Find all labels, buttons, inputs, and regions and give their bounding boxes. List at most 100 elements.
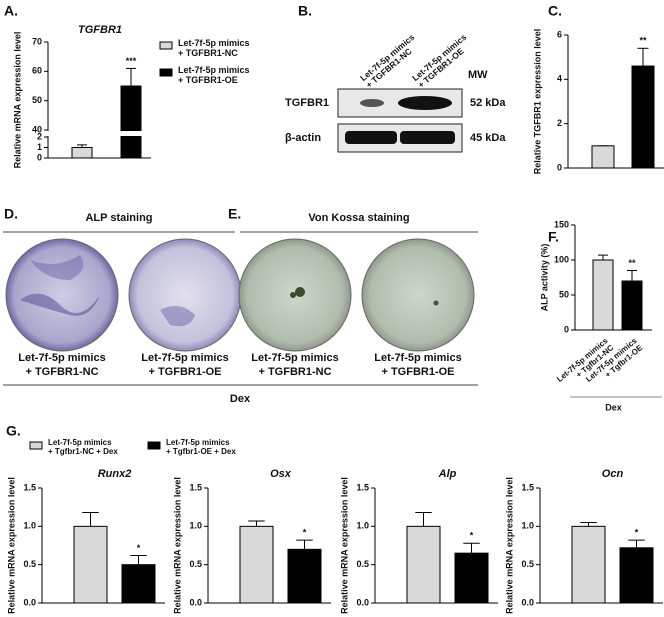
bar [619, 547, 654, 604]
well-label: Let-7f-5p mimics + TGFBR1-OE [141, 352, 228, 378]
legend-label: Let-7f-5p mimics + Tgfbr1-NC + Dex [48, 438, 118, 456]
y-tick-label: 50 [559, 289, 569, 299]
well-label: Let-7f-5p mimics + TGFBR1-NC [18, 352, 105, 378]
significance: *** [126, 56, 137, 66]
stain [290, 292, 296, 298]
legend-label-line: Let-7f-5p mimics [178, 38, 250, 48]
y-tick-label: 50 [32, 95, 42, 105]
group-label: Dex [605, 402, 622, 412]
bar [120, 85, 142, 159]
legend-label: Let-7f-5p mimics + Tgfbr1-OE + Dex [166, 438, 236, 456]
lane-label: Let-7f-5p mimics+ TGFBR1-NC [358, 32, 422, 90]
stain [30, 255, 84, 280]
mw-label: 45 kDa [470, 132, 506, 144]
legend-label-line: + Tgfbr1-OE + Dex [166, 447, 236, 456]
y-tick-label: 0.0 [356, 597, 369, 607]
y-tick-label: 0.5 [356, 559, 369, 569]
y-tick-label: 1.5 [189, 482, 202, 492]
y-axis-label: Relative mRNA expression level [6, 477, 16, 614]
bar [239, 525, 274, 604]
panel-label: E. [228, 206, 241, 222]
bar [454, 552, 489, 604]
panel-title: ALP staining [85, 212, 152, 224]
panel-label: A. [4, 3, 18, 19]
well [5, 238, 119, 352]
y-tick-label: 1 [37, 142, 42, 152]
protein-label: β-actin [285, 132, 321, 144]
band [398, 96, 452, 110]
mw-label: 52 kDa [470, 97, 506, 109]
panel-label: C. [548, 3, 562, 19]
well-label-line: + TGFBR1-NC [25, 366, 98, 378]
y-tick-label: 1.5 [356, 482, 369, 492]
panel-label: G. [6, 423, 21, 439]
chart-title: Osx [270, 468, 292, 480]
panel-label: B. [298, 3, 312, 19]
legend-label: Let-7f-5p mimics + TGFBR1-OE [178, 65, 250, 85]
legend-label-line: Let-7f-5p mimics [166, 438, 230, 447]
chart-title: Ocn [602, 468, 624, 480]
y-tick-label: 6 [557, 29, 562, 39]
well-label: Let-7f-5p mimics + TGFBR1-OE [374, 352, 461, 378]
bar [121, 564, 156, 604]
y-axis-label: Relative mRNA expression level [504, 477, 514, 614]
legend-label-line: Let-7f-5p mimics [178, 65, 250, 75]
legend-label-line: + Tgfbr1-NC + Dex [48, 447, 118, 456]
legend-label-line: + TGFBR1-NC [178, 48, 238, 58]
bar [571, 525, 606, 604]
legend-label-line: Let-7f-5p mimics [48, 438, 112, 447]
significance: * [635, 528, 639, 538]
legend-swatch [29, 441, 43, 450]
y-axis-label: Relative mRNA expression level [172, 477, 182, 614]
y-axis-label: Relative TGFBR1 expression level [532, 29, 542, 175]
y-tick-label: 0.5 [521, 559, 534, 569]
western-blot [337, 88, 463, 153]
significance: * [137, 543, 141, 553]
significance: ** [639, 36, 647, 46]
y-tick-label: 60 [32, 66, 42, 76]
well-label-line: Let-7f-5p mimics [374, 352, 461, 364]
y-tick-label: 0 [564, 324, 569, 334]
axis-break [45, 131, 153, 136]
y-tick-label: 40 [32, 124, 42, 134]
y-tick-label: 4 [557, 74, 562, 84]
significance: * [303, 528, 307, 538]
well-label-line: Let-7f-5p mimics [18, 352, 105, 364]
y-tick-label: 0.5 [189, 559, 202, 569]
well [128, 238, 242, 352]
y-tick-label: 1.0 [189, 521, 202, 531]
y-tick-label: 1.0 [23, 521, 36, 531]
y-tick-label: 1.5 [521, 482, 534, 492]
stain [433, 300, 439, 306]
legend-label: Let-7f-5p mimics + TGFBR1-NC [178, 38, 250, 58]
lane-label: Let-7f-5p mimics+ TGFBR1-OE [410, 32, 474, 90]
chart-title: Alp [438, 468, 457, 480]
well-label-line: Let-7f-5p mimics [251, 352, 338, 364]
well-label-line: + TGFBR1-NC [258, 366, 331, 378]
y-tick-label: 0.5 [23, 559, 36, 569]
bar [73, 525, 108, 604]
protein-label: TGFBR1 [285, 97, 329, 109]
y-tick-label: 70 [32, 36, 42, 46]
stain [160, 306, 195, 327]
legend-label-line: + TGFBR1-OE [178, 75, 238, 85]
y-axis-label: ALP activity (%) [539, 244, 549, 312]
panel-label: D. [4, 206, 18, 222]
y-tick-label: 2 [557, 118, 562, 128]
legend-swatch [159, 68, 173, 77]
band [345, 131, 397, 144]
chart-title: TGFBR1 [78, 24, 122, 36]
mw-header: MW [468, 69, 488, 81]
band [360, 99, 384, 107]
well-label-line: + TGFBR1-OE [148, 366, 221, 378]
y-tick-label: 0.0 [521, 597, 534, 607]
well-label-line: + TGFBR1-OE [381, 366, 454, 378]
band [400, 131, 455, 144]
group-label: Dex [230, 393, 251, 405]
y-tick-label: 2 [37, 131, 42, 141]
y-tick-label: 0 [557, 162, 562, 172]
chart-title: Runx2 [98, 468, 132, 480]
bar [592, 259, 614, 331]
y-tick-label: 0.0 [23, 597, 36, 607]
stain [295, 287, 305, 297]
